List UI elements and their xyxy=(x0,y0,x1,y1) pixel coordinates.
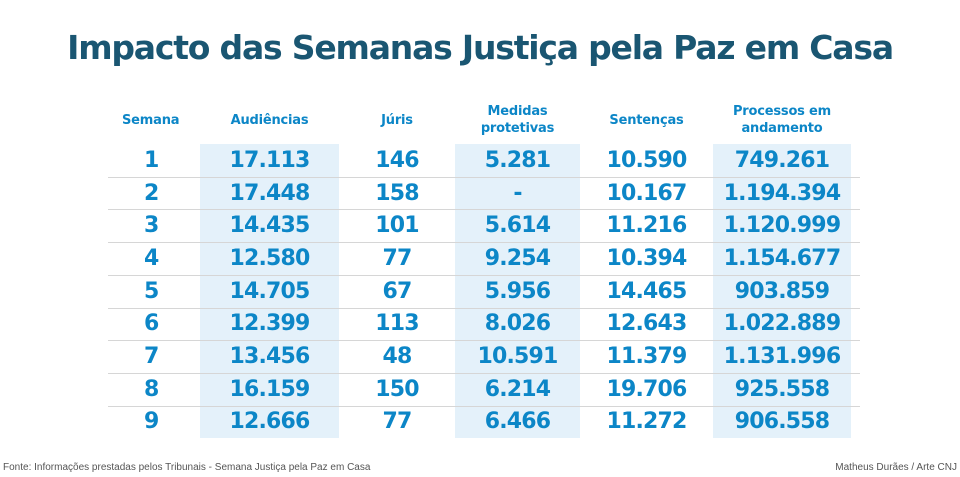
cell-semana: 7 xyxy=(144,343,159,369)
cell-sentencas: 10.394 xyxy=(606,245,687,271)
column-band-processos xyxy=(713,144,851,438)
cell-semana: 4 xyxy=(144,245,159,271)
column-band-medidas xyxy=(455,144,580,438)
row-divider xyxy=(108,405,860,407)
row-divider xyxy=(108,274,860,276)
cell-audiencias: 13.456 xyxy=(229,343,310,369)
cell-medidas-protetivas: 6.214 xyxy=(484,376,551,402)
chart-title: Impacto das Semanas Justiça pela Paz em … xyxy=(67,28,894,67)
cell-sentencas: 11.216 xyxy=(606,213,687,239)
cell-semana: 3 xyxy=(144,213,159,239)
cell-sentencas: 10.590 xyxy=(606,147,687,173)
cell-sentencas: 12.643 xyxy=(606,311,687,337)
cell-juris: 77 xyxy=(382,245,412,271)
cell-medidas-protetivas: 9.254 xyxy=(484,245,551,271)
cell-medidas-protetivas: 6.466 xyxy=(484,409,551,435)
cell-medidas-protetivas: - xyxy=(513,180,522,206)
cell-medidas-protetivas: 5.614 xyxy=(484,213,551,239)
cell-processos: 906.558 xyxy=(734,409,830,435)
table-grid: Semana Audiências Júris Medidas protetiv… xyxy=(108,96,860,440)
cell-semana: 6 xyxy=(144,311,159,337)
cell-medidas-protetivas: 5.281 xyxy=(484,147,551,173)
header-processos: Processos em andamento xyxy=(732,104,832,136)
cell-sentencas: 11.272 xyxy=(606,409,687,435)
row-divider xyxy=(108,307,860,309)
cell-audiencias: 12.399 xyxy=(229,311,310,337)
cell-semana: 9 xyxy=(144,409,159,435)
cell-medidas-protetivas: 10.591 xyxy=(477,343,558,369)
header-semana: Semana xyxy=(122,112,180,128)
cell-medidas-protetivas: 8.026 xyxy=(484,311,551,337)
cell-processos: 1.022.889 xyxy=(723,311,841,337)
cell-juris: 150 xyxy=(375,376,419,402)
cell-audiencias: 12.666 xyxy=(229,409,310,435)
cell-processos: 903.859 xyxy=(734,278,830,304)
cell-audiencias: 12.580 xyxy=(229,245,310,271)
cell-audiencias: 16.159 xyxy=(229,376,310,402)
cell-semana: 2 xyxy=(144,180,159,206)
cell-medidas-protetivas: 5.956 xyxy=(484,278,551,304)
row-divider xyxy=(108,340,860,342)
row-divider xyxy=(108,242,860,244)
cell-sentencas: 10.167 xyxy=(606,180,687,206)
source-note: Fonte: Informações prestadas pelos Tribu… xyxy=(3,462,371,473)
cell-sentencas: 14.465 xyxy=(606,278,687,304)
cell-juris: 67 xyxy=(382,278,412,304)
cell-semana: 5 xyxy=(144,278,159,304)
header-sentencas: Sentenças xyxy=(609,112,684,128)
row-divider xyxy=(108,372,860,374)
cell-juris: 158 xyxy=(375,180,419,206)
cell-semana: 1 xyxy=(144,147,159,173)
cell-juris: 101 xyxy=(375,213,419,239)
cell-juris: 48 xyxy=(382,343,412,369)
header-juris: Júris xyxy=(381,112,413,128)
cell-audiencias: 17.448 xyxy=(229,180,310,206)
cell-sentencas: 19.706 xyxy=(606,376,687,402)
credit-note: Matheus Durães / Arte CNJ xyxy=(835,462,957,473)
cell-audiencias: 14.705 xyxy=(229,278,310,304)
cell-audiencias: 17.113 xyxy=(229,147,310,173)
cell-sentencas: 11.379 xyxy=(606,343,687,369)
cell-processos: 749.261 xyxy=(734,147,830,173)
row-divider xyxy=(108,209,860,211)
cell-juris: 113 xyxy=(375,311,419,337)
cell-processos: 1.120.999 xyxy=(723,213,841,239)
row-divider xyxy=(108,176,860,178)
header-medidas-protetivas: Medidas protetivas xyxy=(480,104,555,136)
column-band-audiencias xyxy=(200,144,339,438)
cell-processos: 1.154.677 xyxy=(723,245,841,271)
cell-processos: 1.131.996 xyxy=(723,343,841,369)
cell-juris: 146 xyxy=(375,147,419,173)
cell-processos: 1.194.394 xyxy=(723,180,841,206)
cell-semana: 8 xyxy=(144,376,159,402)
cell-juris: 77 xyxy=(382,409,412,435)
data-table: Semana Audiências Júris Medidas protetiv… xyxy=(108,96,860,440)
header-audiencias: Audiências xyxy=(230,112,309,128)
cell-processos: 925.558 xyxy=(734,376,830,402)
cell-audiencias: 14.435 xyxy=(229,213,310,239)
